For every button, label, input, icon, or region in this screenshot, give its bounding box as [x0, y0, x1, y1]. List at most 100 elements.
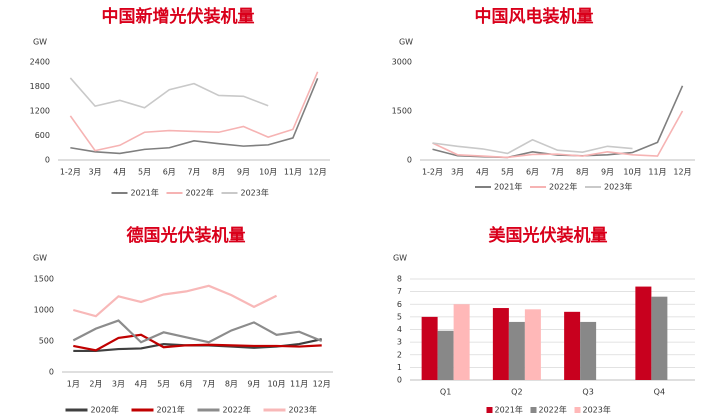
- y-tick-label: 7: [397, 287, 402, 296]
- legend-label: 2021年: [494, 182, 522, 192]
- bar: [421, 316, 438, 380]
- x-tick-label: 5月: [157, 380, 170, 389]
- x-tick-label: 6月: [163, 168, 176, 177]
- x-tick-label: 12月: [313, 380, 331, 389]
- x-tick-label: 6月: [180, 380, 193, 389]
- x-tick-label: 8月: [576, 168, 589, 177]
- bar: [635, 286, 652, 380]
- y-tick-label: 5: [397, 312, 402, 321]
- y-tick-label: 1500: [34, 275, 54, 284]
- x-tick-label: 12月: [673, 168, 691, 177]
- y-tick-label: 4: [397, 325, 402, 334]
- legend-label: 2022年: [539, 405, 567, 415]
- x-tick-label: 7月: [202, 380, 215, 389]
- x-tick-label: 4月: [476, 168, 489, 177]
- y-tick-label: 2: [397, 350, 402, 359]
- series-line: [73, 333, 322, 352]
- legend-label: 2021年: [157, 405, 185, 415]
- x-tick-label: 4月: [134, 380, 147, 389]
- x-tick-label: 3月: [89, 168, 102, 177]
- series-line: [69, 71, 319, 152]
- x-tick-label: 8月: [212, 168, 225, 177]
- bar: [524, 309, 541, 380]
- chart-title: 美国光伏装机量: [489, 225, 608, 246]
- chart-title: 中国风电装机量: [475, 6, 594, 27]
- x-tick-label: 7月: [551, 168, 564, 177]
- x-tick-label: 11月: [284, 168, 302, 177]
- bar: [580, 321, 597, 380]
- x-tick-label: 5月: [138, 168, 151, 177]
- x-tick-label: 9月: [247, 380, 260, 389]
- x-tick-label: 12月: [309, 168, 327, 177]
- series-line: [69, 77, 269, 109]
- x-tick-label: 6月: [526, 168, 539, 177]
- series-line: [432, 110, 684, 159]
- legend-label: 2023年: [289, 405, 317, 415]
- series-line: [70, 78, 319, 155]
- legend-label: 2021年: [131, 188, 159, 198]
- legend-label: 2023年: [583, 405, 611, 415]
- y-axis-label: GW: [393, 254, 407, 263]
- legend-label: 2022年: [549, 182, 577, 192]
- series-line: [72, 319, 323, 344]
- x-tick-label: 3月: [451, 168, 464, 177]
- x-tick-label: Q1: [440, 388, 451, 397]
- x-tick-label: 10月: [259, 168, 277, 177]
- legend-label: 2022年: [186, 188, 214, 198]
- chart-title: 德国光伏装机量: [127, 225, 246, 246]
- legend-label: 2022年: [223, 405, 251, 415]
- x-tick-label: 2月: [89, 380, 102, 389]
- y-axis-label: GW: [33, 38, 47, 47]
- x-tick-label: 1月: [67, 380, 80, 389]
- bar: [453, 304, 470, 380]
- y-tick-label: 1000: [34, 306, 54, 315]
- y-tick-label: 0: [45, 156, 50, 165]
- x-tick-label: 8月: [225, 380, 238, 389]
- x-tick-label: 7月: [187, 168, 200, 177]
- legend-label: 2023年: [241, 188, 269, 198]
- legend-label: 2023年: [604, 182, 632, 192]
- legend-label: 2021年: [495, 405, 523, 415]
- x-tick-label: 9月: [237, 168, 250, 177]
- x-tick-label: Q4: [654, 388, 665, 397]
- x-tick-label: Q3: [582, 388, 593, 397]
- y-tick-label: 2400: [30, 58, 50, 67]
- x-tick-label: 11月: [290, 380, 308, 389]
- y-tick-label: 3: [397, 338, 402, 347]
- x-tick-label: 10月: [267, 380, 285, 389]
- y-tick-label: 6: [397, 300, 402, 309]
- y-axis-label: GW: [399, 38, 413, 47]
- x-tick-label: 1-2月: [422, 168, 443, 177]
- x-tick-label: 3月: [112, 380, 125, 389]
- y-tick-label: 1500: [392, 107, 412, 116]
- y-tick-label: 1: [397, 363, 402, 372]
- legend-swatch: [574, 407, 581, 413]
- y-tick-label: 0: [407, 156, 412, 165]
- legend-swatch: [530, 407, 537, 413]
- y-tick-label: 8: [397, 275, 402, 284]
- series-line: [73, 284, 278, 318]
- x-tick-label: 1-2月: [60, 168, 81, 177]
- bar: [492, 308, 509, 380]
- x-tick-label: 4月: [113, 168, 126, 177]
- y-tick-label: 600: [35, 131, 50, 140]
- chart-title: 中国新增光伏装机量: [102, 6, 255, 27]
- y-tick-label: 3000: [392, 58, 412, 67]
- y-tick-label: 0: [49, 368, 54, 377]
- bar: [564, 311, 581, 380]
- bar: [651, 296, 668, 380]
- x-tick-label: 9月: [601, 168, 614, 177]
- y-tick-label: 1200: [30, 107, 50, 116]
- legend-swatch: [486, 407, 493, 413]
- x-tick-label: Q2: [511, 388, 522, 397]
- y-tick-label: 500: [39, 337, 54, 346]
- x-tick-label: 11月: [648, 168, 666, 177]
- y-axis-label: GW: [33, 254, 47, 263]
- y-tick-label: 0: [397, 376, 402, 385]
- bar: [437, 330, 454, 380]
- y-tick-label: 1800: [30, 82, 50, 91]
- x-tick-label: 10月: [623, 168, 641, 177]
- legend-label: 2020年: [91, 405, 119, 415]
